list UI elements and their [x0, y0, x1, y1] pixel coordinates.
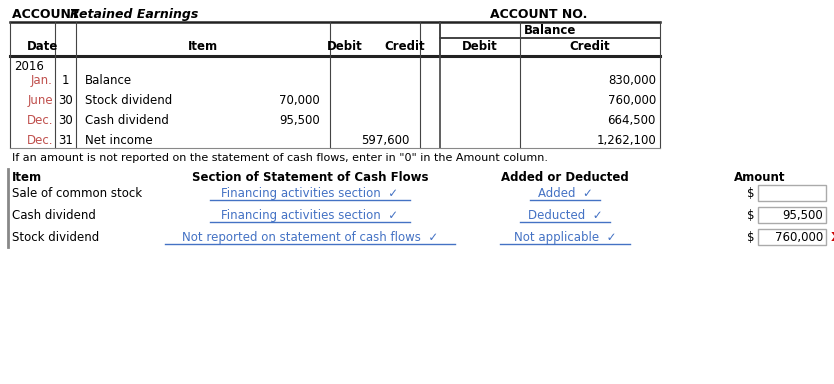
Text: Financing activities section  ✓: Financing activities section ✓	[222, 209, 399, 222]
Text: 2016: 2016	[14, 60, 44, 73]
FancyBboxPatch shape	[758, 207, 826, 223]
Text: Credit: Credit	[570, 40, 610, 53]
Text: Cash dividend: Cash dividend	[85, 114, 168, 127]
Text: 760,000: 760,000	[775, 231, 823, 244]
Text: 664,500: 664,500	[608, 114, 656, 127]
Text: Section of Statement of Cash Flows: Section of Statement of Cash Flows	[192, 171, 428, 184]
Text: Cash dividend: Cash dividend	[12, 209, 96, 222]
Text: Net income: Net income	[85, 134, 153, 147]
Text: Amount: Amount	[734, 171, 786, 184]
Text: Balance: Balance	[524, 24, 576, 37]
Text: Credit: Credit	[384, 40, 425, 53]
Text: Debit: Debit	[462, 40, 498, 53]
Text: Item: Item	[12, 171, 43, 184]
Text: ACCOUNT NO.: ACCOUNT NO.	[490, 8, 587, 21]
Text: 1,262,100: 1,262,100	[596, 134, 656, 147]
Text: ✓: ✓	[831, 209, 834, 222]
Text: $: $	[747, 209, 755, 222]
Text: Balance: Balance	[85, 74, 132, 87]
Text: If an amount is not reported on the statement of cash flows, enter in "0" in the: If an amount is not reported on the stat…	[12, 153, 548, 163]
FancyBboxPatch shape	[758, 185, 826, 201]
Text: 95,500: 95,500	[279, 114, 320, 127]
Text: 95,500: 95,500	[782, 209, 823, 222]
Text: Financing activities section  ✓: Financing activities section ✓	[222, 187, 399, 200]
Text: June: June	[28, 94, 53, 107]
Text: $: $	[747, 187, 755, 200]
Text: Date: Date	[28, 40, 58, 53]
Text: Debit: Debit	[327, 40, 363, 53]
Text: 30: 30	[58, 94, 73, 107]
Text: 31: 31	[58, 134, 73, 147]
Text: Added or Deducted: Added or Deducted	[501, 171, 629, 184]
Text: Stock dividend: Stock dividend	[12, 231, 99, 244]
Text: Not reported on statement of cash flows  ✓: Not reported on statement of cash flows …	[182, 231, 438, 244]
Text: $: $	[747, 231, 755, 244]
Text: Deducted  ✓: Deducted ✓	[528, 209, 602, 222]
Text: Not applicable  ✓: Not applicable ✓	[514, 231, 616, 244]
Text: 760,000: 760,000	[608, 94, 656, 107]
Text: 597,600: 597,600	[362, 134, 410, 147]
Text: Added  ✓: Added ✓	[538, 187, 592, 200]
Text: Dec.: Dec.	[27, 114, 53, 127]
FancyBboxPatch shape	[758, 229, 826, 245]
Text: 70,000: 70,000	[279, 94, 320, 107]
Text: X: X	[831, 231, 834, 244]
Text: 30: 30	[58, 114, 73, 127]
Text: Jan.: Jan.	[31, 74, 53, 87]
Text: Item: Item	[188, 40, 218, 53]
Text: Dec.: Dec.	[27, 134, 53, 147]
Text: Retained Earnings: Retained Earnings	[70, 8, 198, 21]
Text: Sale of common stock: Sale of common stock	[12, 187, 142, 200]
Text: 830,000: 830,000	[608, 74, 656, 87]
Text: ACCOUNT: ACCOUNT	[12, 8, 84, 21]
Text: 1: 1	[62, 74, 69, 87]
Text: Stock dividend: Stock dividend	[85, 94, 173, 107]
